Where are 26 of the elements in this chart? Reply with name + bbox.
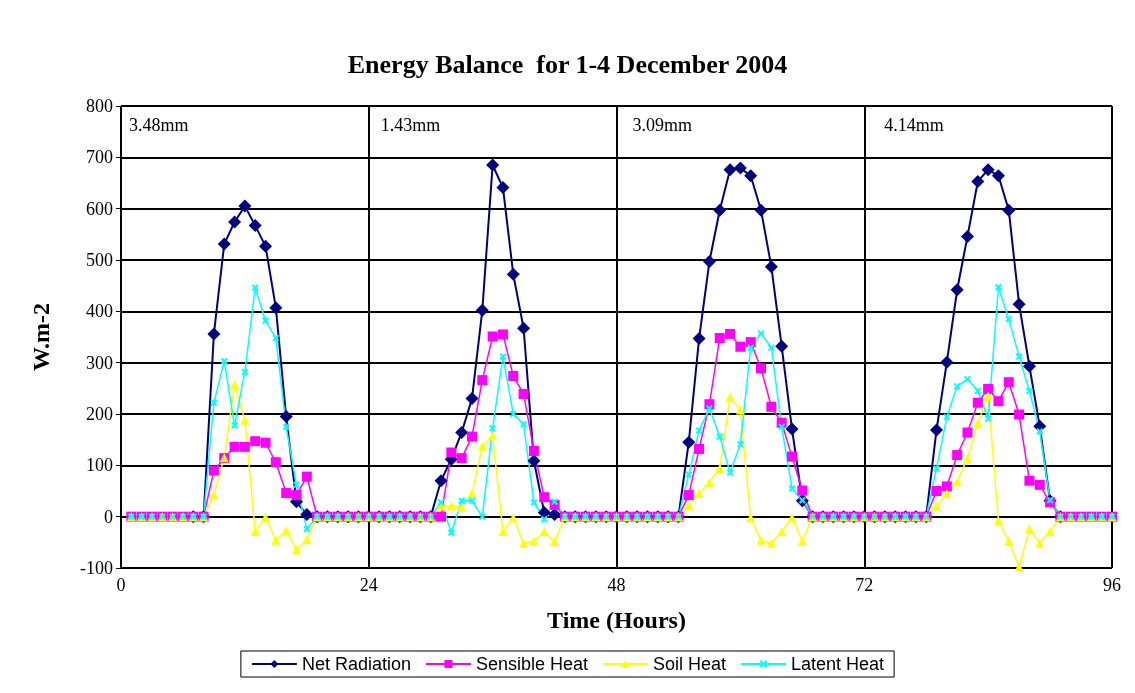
- y-tick-label: -100: [80, 558, 113, 578]
- x-tick-label: 0: [116, 575, 126, 595]
- y-tick-label: 500: [86, 250, 113, 270]
- y-tick-label: 200: [86, 404, 113, 424]
- y-tick-label: 700: [86, 147, 113, 168]
- legend-label: Soil Heat: [653, 654, 727, 674]
- legend-label: Sensible Heat: [475, 654, 589, 674]
- x-tick-label: 72: [855, 575, 874, 595]
- annotation: 3.09mm: [632, 115, 693, 135]
- chart-title: Energy Balance for 1-4 December 2004: [347, 49, 788, 79]
- y-axis-title: W.m-2: [28, 303, 54, 371]
- x-axis-title: Time (Hours): [547, 607, 686, 633]
- y-tick-label: 0: [104, 506, 113, 527]
- annotation: 3.48mm: [129, 115, 189, 135]
- legend-label: Latent Heat: [791, 654, 885, 674]
- y-tick-label: 100: [86, 455, 113, 476]
- x-tick-label: 24: [359, 575, 378, 595]
- legend-label: Net Radiation: [301, 654, 411, 674]
- annotation: 4.14mm: [884, 115, 944, 135]
- x-tick-label: 48: [607, 575, 626, 595]
- y-tick-label: 300: [86, 352, 113, 373]
- x-tick-label: 96: [1103, 575, 1121, 595]
- y-tick-label: 600: [86, 198, 113, 219]
- annotation: 1.43mm: [380, 115, 441, 135]
- y-tick-label: 800: [86, 96, 113, 116]
- y-tick-label: 400: [86, 301, 113, 322]
